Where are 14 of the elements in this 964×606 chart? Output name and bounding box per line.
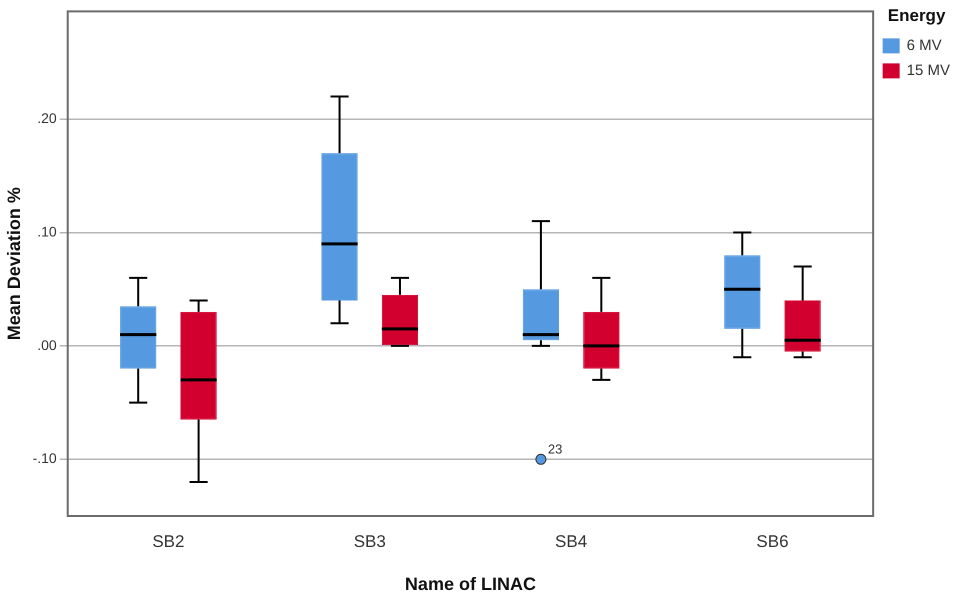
- y-axis-title: Mean Deviation %: [4, 187, 24, 340]
- y-tick-label: .10: [37, 223, 57, 240]
- legend-label: 15 MV: [906, 62, 950, 80]
- legend-title: Energy: [888, 6, 946, 26]
- annotation: 23: [548, 441, 562, 456]
- x-tick-label: SB6: [756, 532, 789, 551]
- y-tick-label: -.10: [32, 450, 57, 466]
- y-tick-label: .00: [37, 336, 57, 353]
- x-tick-label: SB4: [555, 532, 588, 551]
- y-tick-label: .20: [37, 110, 57, 126]
- x-tick-label: SB3: [354, 532, 386, 551]
- x-tick-label: SB2: [152, 532, 184, 551]
- legend-label: 6 MV: [906, 37, 942, 54]
- x-axis-title: Name of LINAC: [404, 574, 536, 594]
